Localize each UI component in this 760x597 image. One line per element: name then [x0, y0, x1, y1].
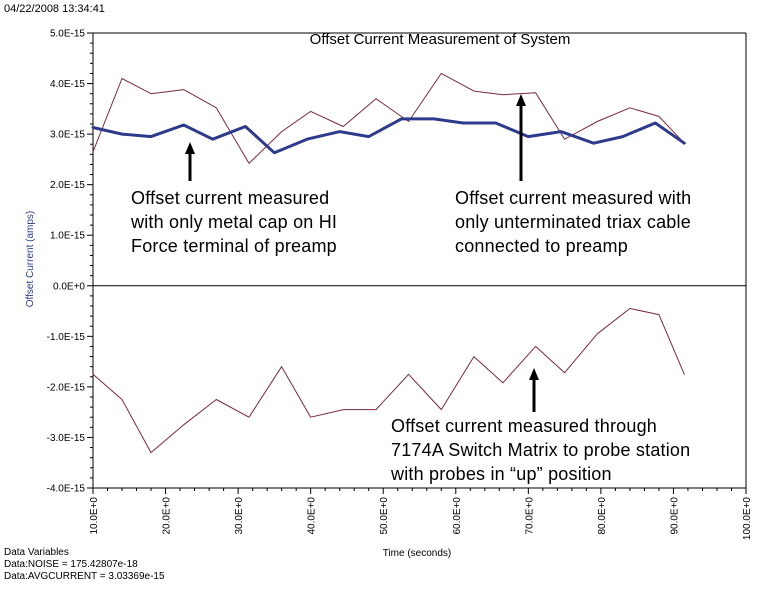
- annotation-line: 7174A Switch Matrix to probe station: [391, 440, 691, 460]
- annotation-line: Offset current measured with: [455, 188, 692, 208]
- x-tick-label: 70.0E+0: [524, 497, 535, 535]
- series-line-3: [92, 308, 685, 454]
- y-tick-label: -1.0E-15: [47, 332, 86, 343]
- y-tick-label: 4.0E-15: [50, 79, 85, 90]
- annotation-metal-cap: Offset current measured with only metal …: [131, 186, 337, 258]
- x-tick-label: 10.0E+0: [89, 497, 100, 535]
- data-variables-panel: Data Variables Data:NOISE = 175.42807e-1…: [4, 547, 165, 583]
- annotation-line: Offset current measured through: [391, 416, 658, 436]
- x-tick-label: 80.0E+0: [597, 497, 608, 535]
- y-tick-label: 2.0E-15: [50, 180, 85, 191]
- annotation-switch-matrix: Offset current measured through 7174A Sw…: [391, 414, 690, 486]
- annotation-line: Force terminal of preamp: [131, 236, 337, 256]
- data-variables-heading: Data Variables: [4, 547, 69, 558]
- timestamp: 04/22/2008 13:34:41: [4, 3, 105, 15]
- x-axis-label: Time (seconds): [383, 548, 452, 559]
- x-tick-label: 20.0E+0: [162, 497, 173, 535]
- annotation-line: with probes in “up” position: [391, 464, 612, 484]
- y-tick-label: -2.0E-15: [47, 382, 86, 393]
- series-line-2: [91, 117, 686, 155]
- x-tick-label: 90.0E+0: [669, 497, 680, 535]
- noise-value: Data:NOISE = 175.42807e-18: [4, 559, 138, 570]
- chart-axes: 5.0E-15 4.0E-15 3.0E-15 2.0E-15 1.0E-15 0.0E+…: [47, 29, 753, 541]
- arrow-metal-cap-head: [185, 142, 195, 154]
- annotation-line: with only metal cap on HI: [131, 212, 338, 232]
- x-tick-label: 50.0E+0: [379, 497, 390, 535]
- annotation-arrows: [185, 94, 539, 412]
- annotation-line: Offset current measured: [131, 188, 330, 208]
- chart-series: [91, 72, 686, 454]
- annotation-line: only unterminated triax cable: [455, 212, 691, 232]
- y-tick-label: -3.0E-15: [47, 433, 86, 444]
- y-tick-label: -4.0E-15: [47, 484, 86, 495]
- x-tick-label: 100.0E+0: [742, 497, 753, 541]
- y-tick-label: 0.0E+0: [53, 281, 85, 292]
- x-tick-label: 40.0E+0: [307, 497, 318, 535]
- arrow-switch-matrix-head: [529, 368, 539, 380]
- x-tick-label: 60.0E+0: [452, 497, 463, 535]
- y-tick-label: 1.0E-15: [50, 231, 85, 242]
- arrow-triax-cable-head: [516, 94, 526, 106]
- annotation-line: connected to preamp: [455, 236, 628, 256]
- y-axis-label: Offset Current (amps): [25, 211, 36, 308]
- y-tick-label: 5.0E-15: [50, 29, 85, 40]
- y-tick-label: 3.0E-15: [50, 130, 85, 141]
- chart-title: Offset Current Measurement of System: [310, 31, 571, 48]
- annotation-triax-cable: Offset current measured with only unterm…: [455, 186, 691, 258]
- series-line-1: [92, 72, 685, 164]
- x-tick-label: 30.0E+0: [234, 497, 245, 535]
- avg-current-value: Data:AVGCURRENT = 3.03369e-15: [4, 571, 165, 582]
